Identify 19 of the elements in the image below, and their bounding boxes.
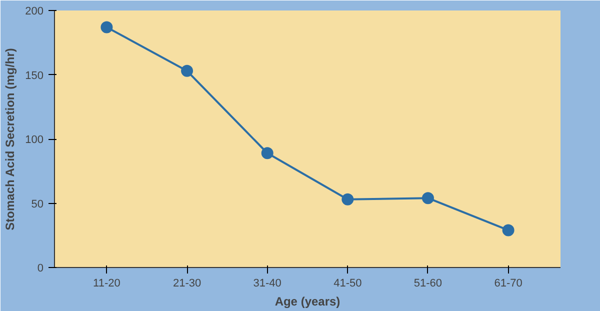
point bbox=[261, 147, 274, 160]
x-tick-label: 31-40 bbox=[253, 278, 282, 290]
x-axis-title: Age (years) bbox=[274, 294, 340, 308]
point bbox=[422, 192, 434, 204]
x-tick-label: 61-70 bbox=[494, 278, 522, 290]
x-tick-label: 41-50 bbox=[334, 278, 362, 290]
x-tick-label: 51-60 bbox=[414, 278, 442, 290]
y-tick-label: 0 bbox=[37, 262, 44, 274]
y-tick-label: 150 bbox=[25, 70, 44, 82]
y-tick-label: 200 bbox=[25, 6, 44, 18]
y-axis-title: Stomach Acid Secretion (mg/hr) bbox=[3, 48, 18, 230]
point bbox=[502, 224, 514, 236]
x-tick-label: 21-30 bbox=[172, 278, 202, 290]
point bbox=[181, 64, 194, 77]
y-tick-label: 100 bbox=[25, 134, 44, 146]
x-tick-label: 11-20 bbox=[93, 278, 120, 290]
point bbox=[100, 21, 113, 34]
point bbox=[342, 193, 354, 206]
y-tick-label: 50 bbox=[31, 198, 44, 210]
